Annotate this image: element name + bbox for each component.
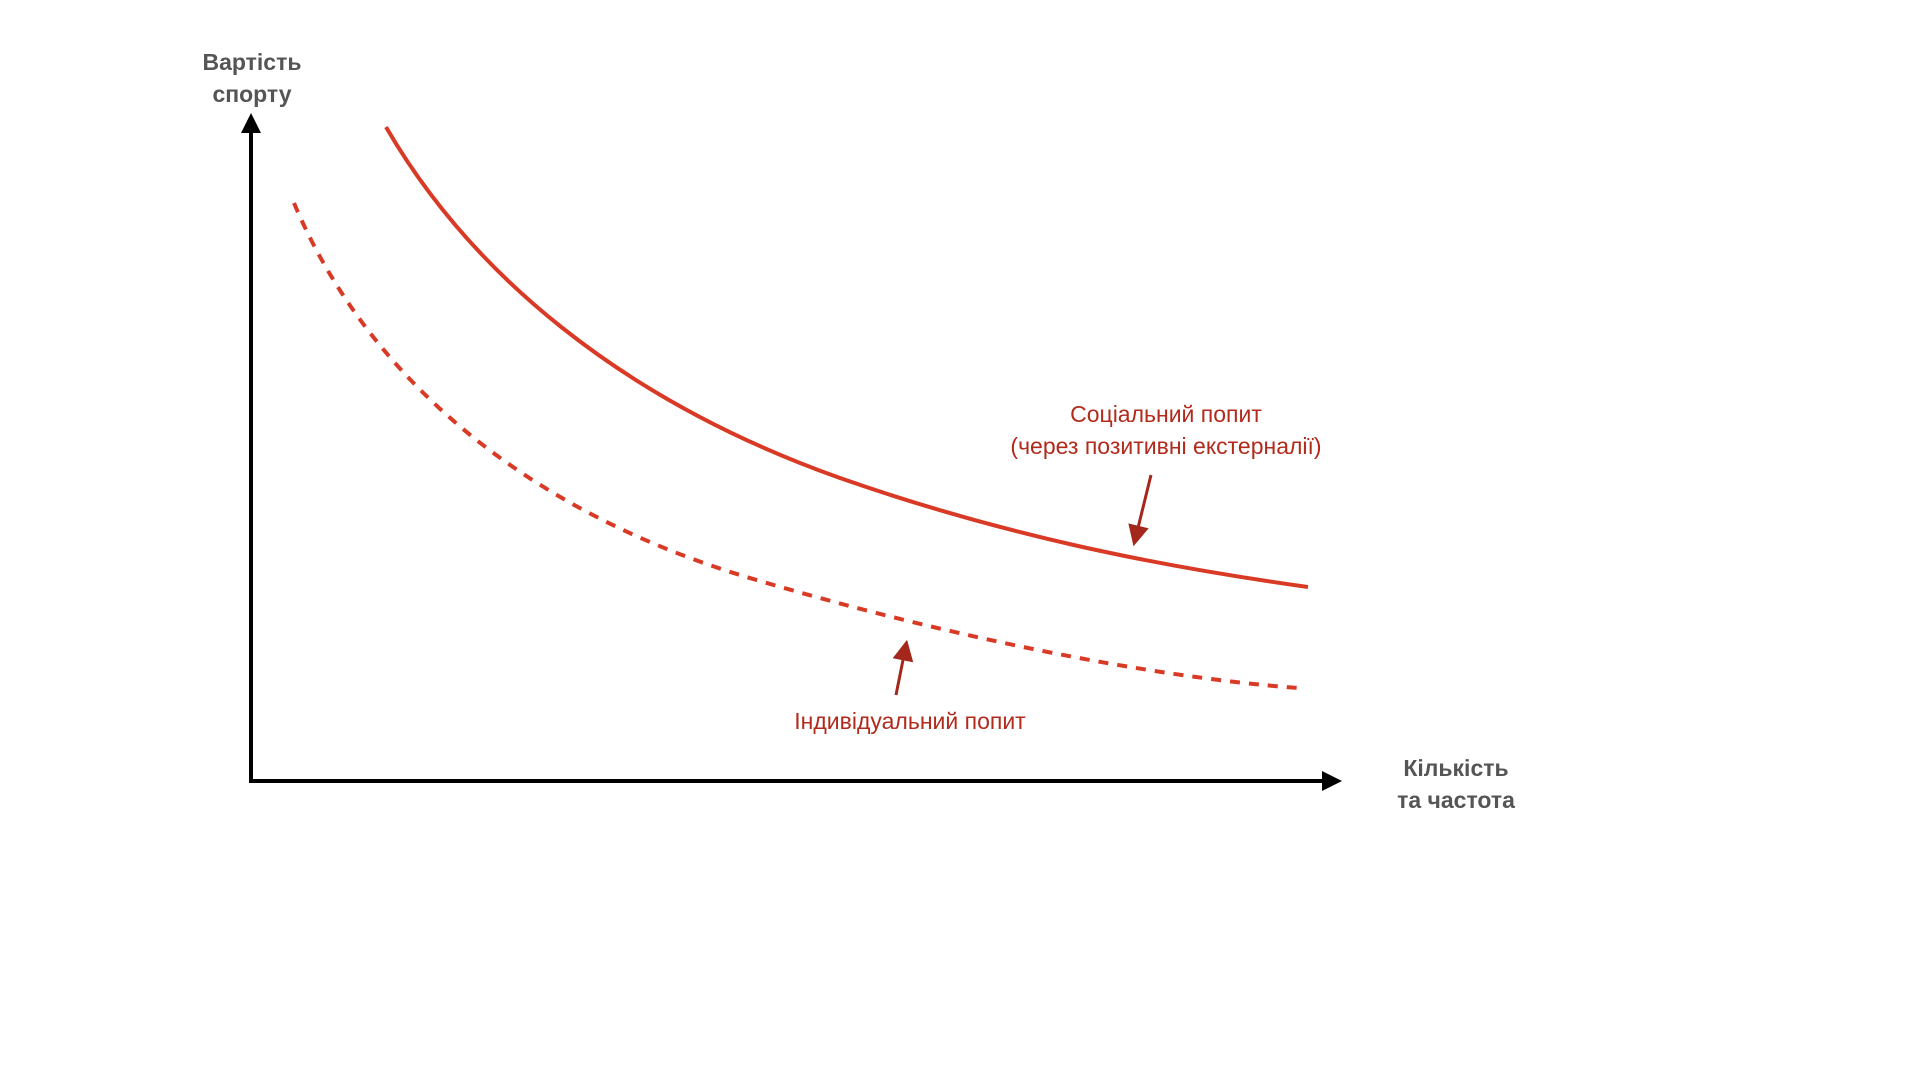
individual-demand-curve [292,202,1299,690]
demand-diagram: Вартість спорту Кількість та частота Соц… [172,46,1546,816]
y-axis-arrowhead [241,113,261,133]
x-axis-arrowhead [1322,771,1342,791]
y-axis-label: Вартість спорту [172,46,332,110]
y-axis-label-line-2: спорту [212,81,292,107]
individual-demand-label-text: Індивідуальний попит [794,708,1026,734]
x-axis-label: Кількість та частота [1366,752,1546,816]
social-demand-pointer-arrow [1128,474,1153,547]
social-demand-label-line-1: Соціальний попит [1070,401,1262,427]
x-axis-label-line-1: Кількість [1403,755,1509,781]
individual-demand-label: Індивідуальний попит [740,705,1080,737]
y-axis-label-line-1: Вартість [202,49,302,75]
social-demand-curve [384,125,1309,589]
diagram-canvas [241,113,1342,791]
individual-demand-pointer-arrow [892,639,914,696]
social-demand-label-line-2: (через позитивні екстерналії) [1010,433,1322,459]
social-demand-label: Соціальний попит (через позитивні екстер… [966,398,1366,462]
x-axis-label-line-2: та частота [1397,787,1515,813]
